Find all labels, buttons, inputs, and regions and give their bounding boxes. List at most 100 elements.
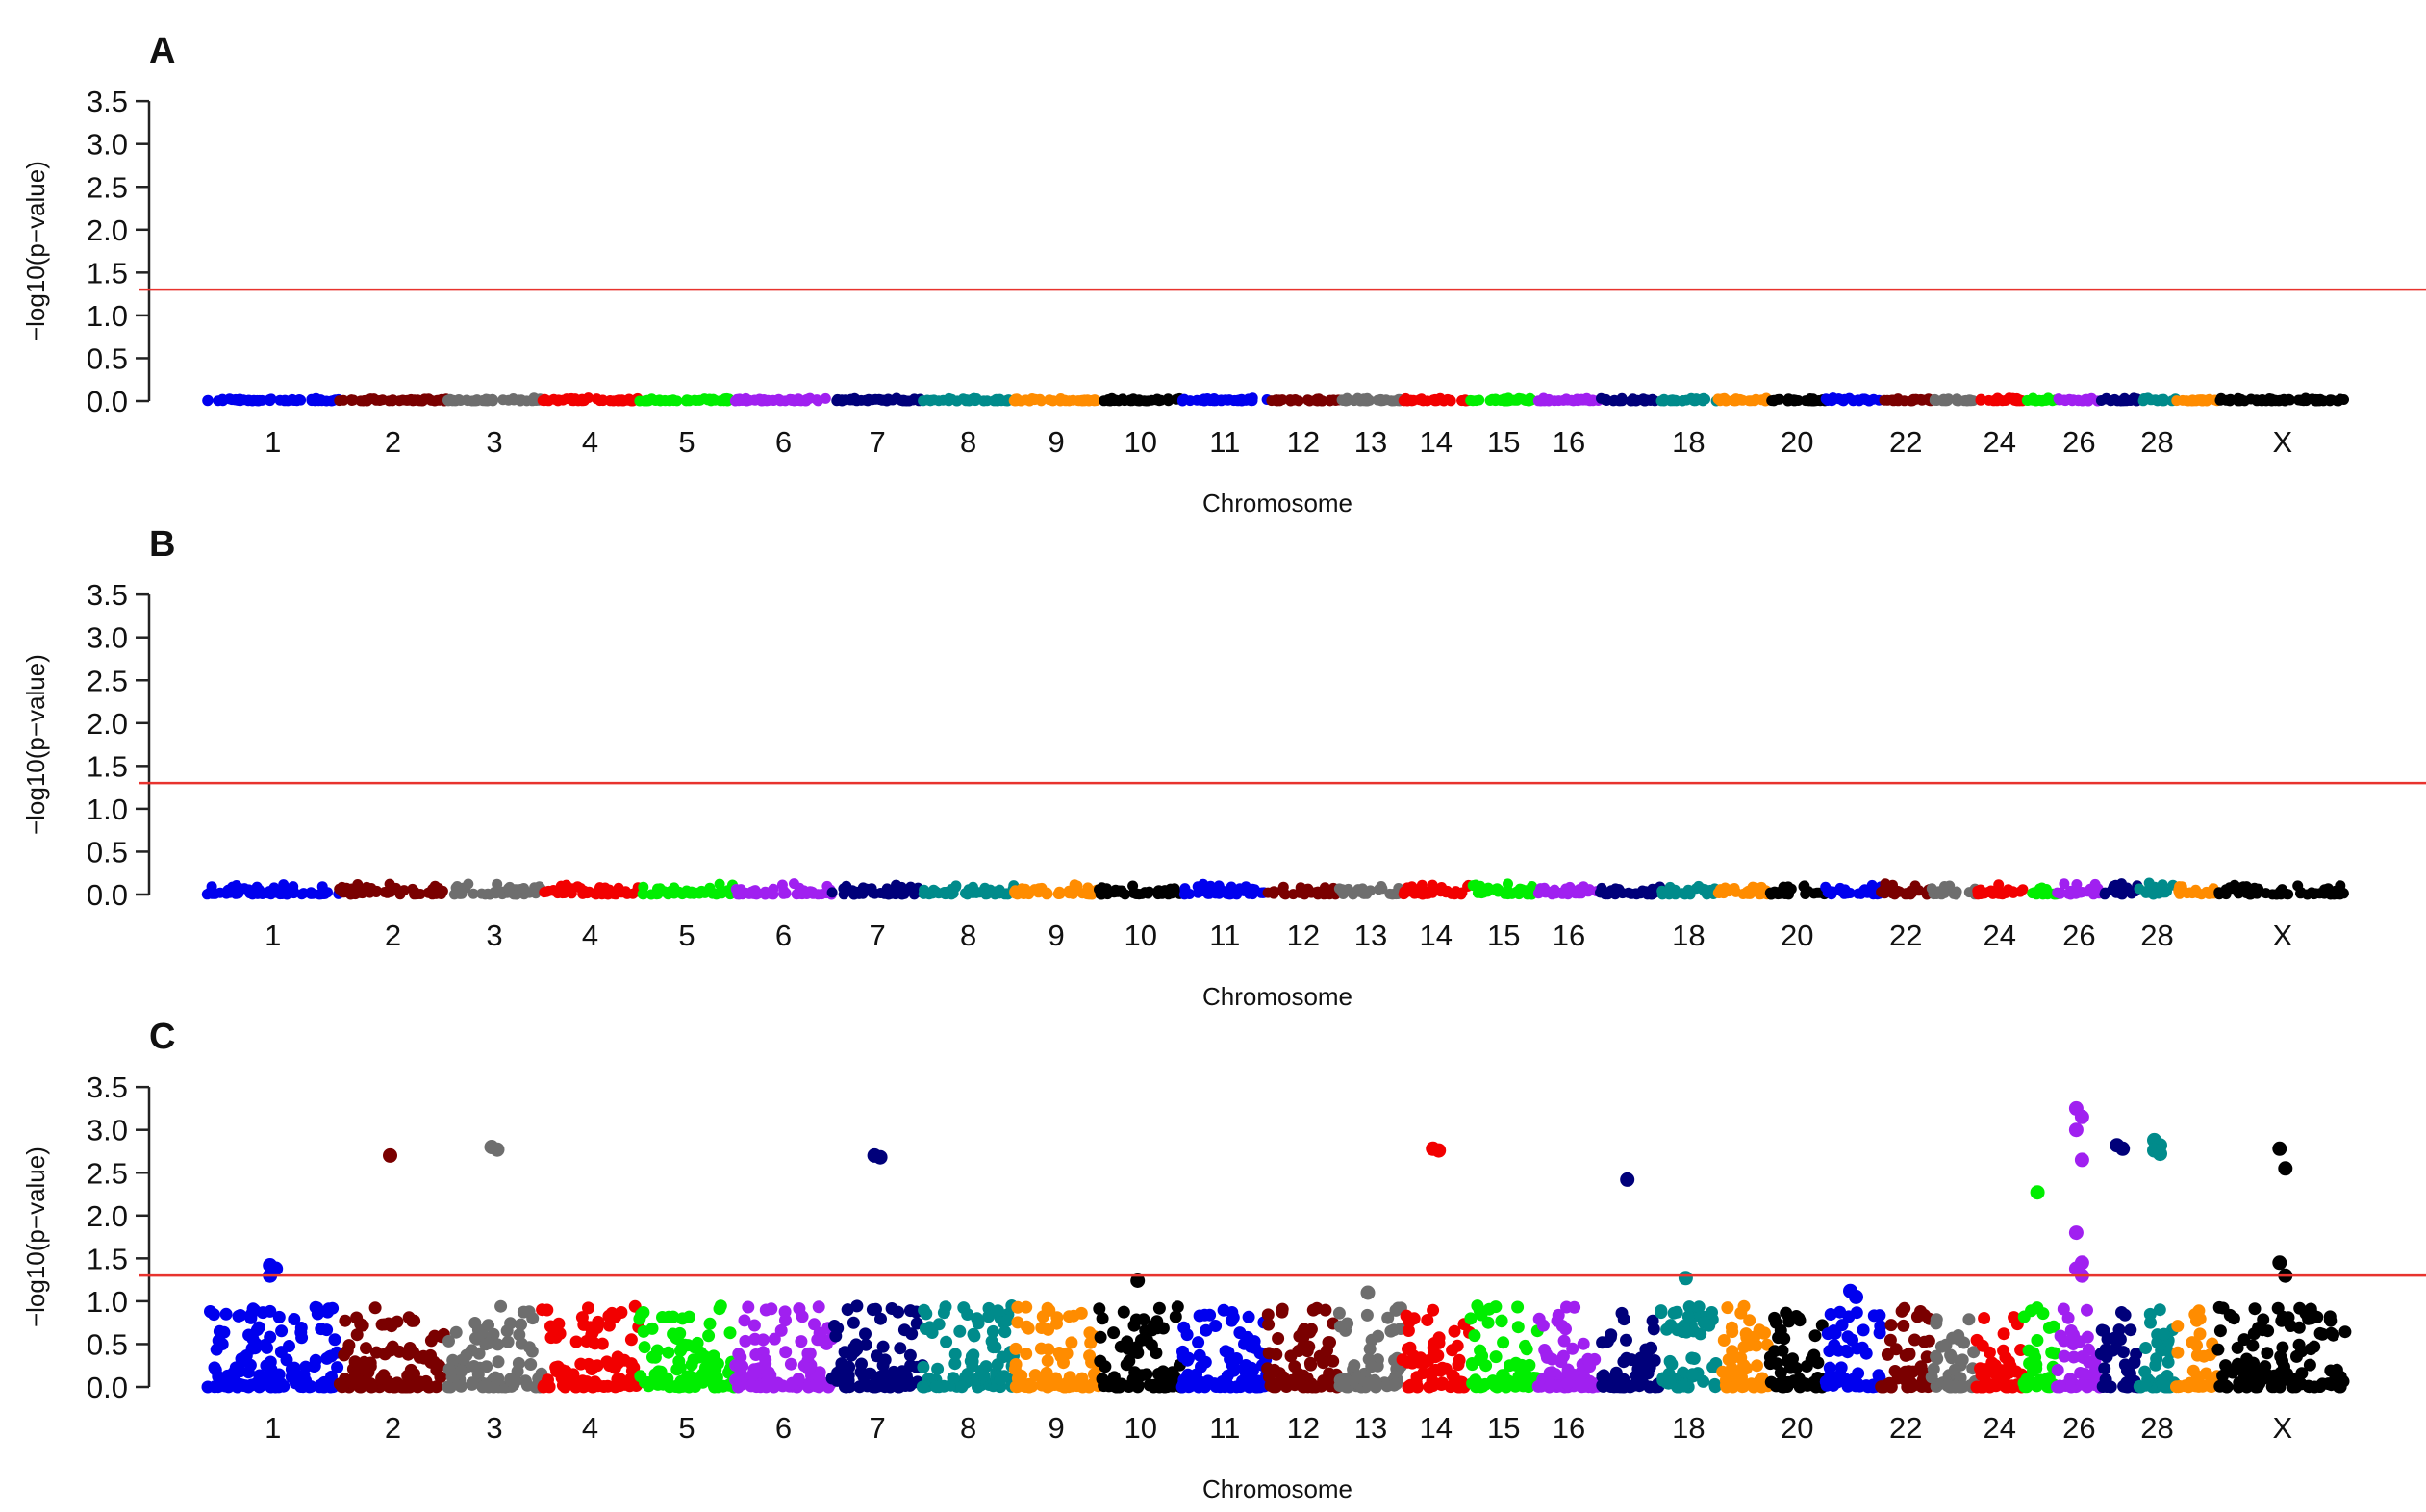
x-tick-label: 4 <box>582 425 598 459</box>
snp-point <box>2193 1327 2207 1341</box>
snp-point <box>2196 889 2208 900</box>
y-tick-label: 2.0 <box>87 707 128 741</box>
snp-point <box>599 882 611 894</box>
snp-point <box>1975 393 1986 405</box>
snp-point <box>1680 1325 1693 1339</box>
x-tick-label: 16 <box>1553 425 1585 459</box>
snp-point <box>1472 887 1483 898</box>
x-tick-label: 9 <box>1048 425 1064 459</box>
snp-point <box>2134 883 2145 895</box>
snp-point <box>855 1357 868 1371</box>
snp-point <box>776 879 788 891</box>
snp-point <box>801 1347 815 1360</box>
snp-point <box>1660 1323 1674 1336</box>
snp-point <box>1232 395 1244 407</box>
snp-point <box>424 1334 438 1348</box>
snp-point <box>802 1362 815 1375</box>
x-tick-label: 15 <box>1487 919 1520 952</box>
snp-point <box>288 1313 301 1325</box>
snp-point <box>1435 886 1447 897</box>
snp-point <box>334 883 345 895</box>
snp-point <box>433 1359 446 1373</box>
x-tick-label: 28 <box>2140 425 2173 459</box>
snp-point <box>574 1357 588 1371</box>
points-group <box>202 392 2349 407</box>
snp-point <box>1015 1369 1028 1382</box>
snp-point <box>1688 395 1700 407</box>
snp-point <box>1117 887 1128 898</box>
snp-point <box>778 1305 792 1319</box>
snp-point <box>1904 1377 1917 1391</box>
y-tick-label: 1.5 <box>87 749 128 783</box>
snp-point <box>863 393 874 405</box>
snp-point <box>539 887 550 898</box>
snp-point <box>876 1340 890 1353</box>
snp-point <box>1768 395 1780 407</box>
snp-point <box>1211 887 1223 898</box>
snp-point <box>552 1317 566 1330</box>
x-tick-label: X <box>2272 919 2292 952</box>
snp-point <box>2211 1343 2225 1356</box>
snp-point <box>1889 1343 1903 1356</box>
snp-point <box>1514 883 1526 895</box>
snp-point <box>1316 888 1327 899</box>
snp-point <box>217 1325 231 1339</box>
snp-point <box>977 1369 991 1382</box>
snp-point <box>2332 395 2343 407</box>
snp-point <box>670 1332 684 1346</box>
snp-point <box>1245 394 1256 406</box>
snp-point <box>1721 395 1732 406</box>
snp-point <box>796 1310 809 1323</box>
snp-point <box>1384 888 1396 899</box>
snp-point <box>1823 1361 1836 1374</box>
snp-point <box>1465 394 1477 406</box>
snp-point <box>1083 1326 1097 1340</box>
snp-point <box>1018 889 1029 899</box>
snp-point <box>813 1369 826 1382</box>
snp-point <box>966 1355 979 1368</box>
x-tick-label: 2 <box>385 1411 401 1445</box>
snp-point <box>1613 395 1625 407</box>
snp-point <box>577 888 589 899</box>
snp-point <box>2161 1355 2175 1369</box>
snp-point <box>1681 1310 1695 1323</box>
snp-point <box>1162 393 1174 405</box>
y-tick-label: 2.0 <box>87 214 128 247</box>
snp-point <box>663 1380 676 1394</box>
snp-point <box>375 1372 389 1385</box>
snp-point <box>1009 1358 1023 1371</box>
snp-point <box>1655 395 1667 407</box>
snp-point <box>1473 1303 1486 1317</box>
snp-point <box>1807 395 1818 407</box>
snp-point <box>442 1334 455 1348</box>
snp-point <box>264 1330 277 1344</box>
snp-point <box>1489 1379 1502 1393</box>
snp-point <box>2262 1369 2276 1382</box>
snp-point <box>2098 1362 2111 1375</box>
snp-point <box>1663 1375 1677 1389</box>
snp-point <box>492 1355 505 1369</box>
snp-point <box>1020 1320 1033 1333</box>
snp-point <box>886 888 897 899</box>
x-tick-label: 22 <box>1889 1411 1922 1445</box>
x-tick-label: 14 <box>1419 425 1452 459</box>
snp-point <box>1067 1309 1080 1323</box>
snp-point <box>2031 1334 2044 1347</box>
snp-point <box>1467 880 1478 892</box>
snp-point <box>245 1378 258 1392</box>
snp-point <box>1043 1303 1056 1317</box>
snp-point <box>2116 1346 2130 1359</box>
snp-point <box>1939 1338 1953 1351</box>
snp-point <box>555 1372 569 1385</box>
snp-point <box>866 1303 879 1317</box>
snp-point <box>2115 1306 2128 1319</box>
snp-point <box>2067 1328 2080 1342</box>
snp-point <box>1452 1358 1465 1372</box>
snp-point <box>2145 394 2157 406</box>
snp-point <box>1747 1380 1760 1394</box>
snp-point <box>297 1369 311 1382</box>
snp-point <box>1914 1360 1928 1373</box>
peak-snp-point <box>2074 1109 2089 1124</box>
snp-point <box>2032 395 2043 407</box>
snp-point <box>708 1354 721 1368</box>
